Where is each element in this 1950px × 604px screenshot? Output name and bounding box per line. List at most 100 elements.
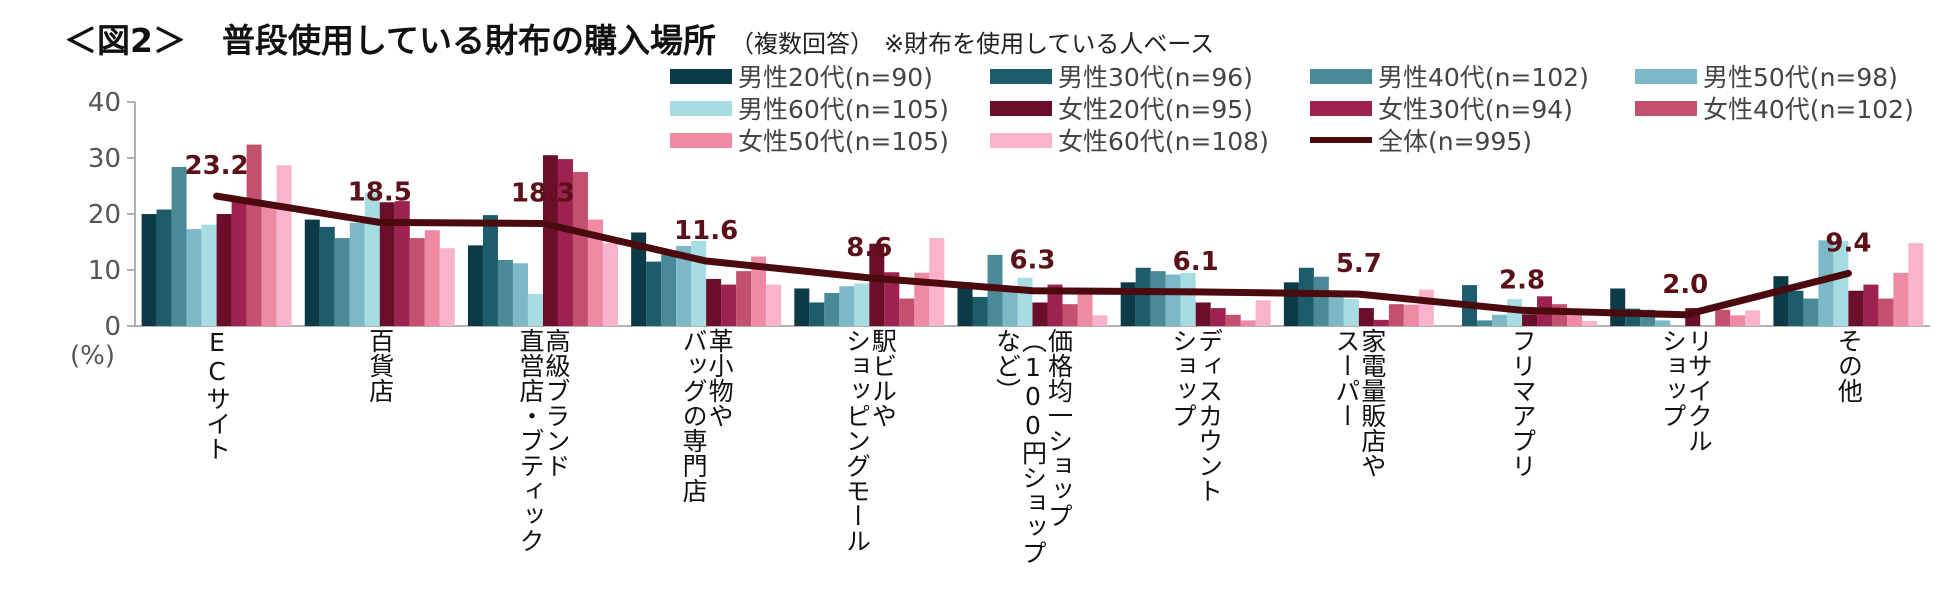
- bar: [512, 263, 528, 326]
- title-sub: （複数回答）: [729, 30, 874, 58]
- bar: [587, 219, 603, 326]
- y-tick-label: 0: [104, 312, 121, 342]
- bar: [349, 222, 365, 326]
- legend-label: 男性40代(n=102): [1378, 63, 1589, 92]
- bar: [957, 282, 973, 326]
- category-label: 駅ビルや ショッピングモール: [842, 328, 898, 553]
- bar: [1165, 274, 1181, 326]
- title-note: ※財布を使用している人ベース: [883, 30, 1215, 58]
- legend-label: 全体(n=995): [1378, 127, 1533, 156]
- bar: [1032, 302, 1048, 326]
- bar: [467, 245, 483, 326]
- category-label: その他: [1834, 328, 1864, 403]
- bar: [646, 261, 662, 326]
- bar: [1403, 304, 1419, 326]
- bar: [1062, 304, 1078, 326]
- legend-swatch: [670, 100, 732, 116]
- y-tick-label: 10: [88, 256, 121, 286]
- bar: [1255, 300, 1271, 326]
- data-label: 11.6: [674, 216, 738, 246]
- bar: [261, 203, 277, 326]
- chart-title: ＜図2＞ 普段使用している財布の購入場所 （複数回答） ※財布を使用している人ベース: [64, 14, 1214, 62]
- bar: [497, 259, 513, 326]
- data-label: 6.3: [1009, 246, 1055, 276]
- bar: [1135, 267, 1151, 326]
- bar: [201, 224, 217, 326]
- bar: [1610, 288, 1626, 326]
- bar: [1745, 310, 1761, 326]
- bar: [171, 166, 187, 326]
- legend-item: 女性60代(n=108): [990, 122, 1269, 158]
- bar: [572, 172, 588, 326]
- bar: [557, 159, 573, 326]
- bar: [1567, 315, 1583, 326]
- bar: [409, 238, 425, 326]
- bar: [1373, 319, 1389, 326]
- bar: [527, 294, 543, 326]
- category-label: 百貨店: [365, 328, 395, 403]
- data-label: 18.3: [511, 179, 575, 209]
- bar: [231, 201, 247, 326]
- bar: [1388, 304, 1404, 326]
- bar: [141, 214, 157, 326]
- bar: [706, 278, 722, 326]
- bar: [661, 254, 677, 326]
- bar: [1715, 309, 1731, 326]
- bar: [304, 219, 320, 326]
- total-line-series: [213, 192, 1852, 319]
- legend-item: 男性50代(n=98): [1635, 58, 1898, 94]
- bar: [1002, 291, 1018, 326]
- legend-label: 女性20代(n=95): [1058, 95, 1253, 124]
- bar: [676, 245, 692, 326]
- bar: [1210, 308, 1226, 326]
- legend-label: 男性30代(n=96): [1058, 63, 1253, 92]
- bar: [809, 302, 825, 326]
- legend-item: 女性30代(n=94): [1310, 90, 1573, 126]
- legend-label: 女性60代(n=108): [1058, 127, 1269, 156]
- legend-item: 男性30代(n=96): [990, 58, 1253, 94]
- bar: [1092, 315, 1108, 326]
- data-label: 6.1: [1173, 247, 1219, 277]
- data-label: 18.5: [348, 177, 412, 207]
- bar: [854, 283, 870, 326]
- bar: [424, 230, 440, 326]
- bar: [1298, 267, 1314, 326]
- category-label: 高級ブランド 直営店・ブティック: [515, 328, 571, 553]
- bar: [186, 229, 202, 326]
- legend-swatch: [670, 132, 732, 148]
- category-label: 家電量販店や スーパー: [1331, 328, 1387, 478]
- legend-swatch: [990, 132, 1052, 148]
- data-label: 5.7: [1336, 249, 1382, 279]
- legend-item: 女性40代(n=102): [1635, 90, 1914, 126]
- bar: [1863, 284, 1879, 326]
- legend-swatch: [1310, 68, 1372, 84]
- bar: [1343, 299, 1359, 326]
- bar: [1240, 320, 1256, 326]
- data-label: 8.6: [846, 233, 892, 263]
- legend-swatch: [670, 68, 732, 84]
- data-label: 23.2: [185, 151, 249, 181]
- legend-item: 女性20代(n=95): [990, 90, 1253, 126]
- total-line: [213, 192, 1852, 319]
- bar: [1893, 272, 1909, 326]
- bar: [1418, 289, 1434, 326]
- bar: [869, 243, 885, 326]
- bar: [751, 256, 767, 326]
- legend-label: 男性50代(n=98): [1703, 63, 1898, 92]
- legend-item: 男性20代(n=90): [670, 58, 933, 94]
- bar: [1908, 243, 1924, 326]
- legend-label: 女性30代(n=94): [1378, 95, 1573, 124]
- bar: [276, 165, 292, 326]
- data-label: 2.0: [1662, 270, 1708, 300]
- bar: [1358, 308, 1374, 326]
- bar: [1328, 297, 1344, 326]
- bar: [1730, 315, 1746, 326]
- legend-swatch: [990, 68, 1052, 84]
- bar: [1313, 276, 1329, 326]
- bar: [1818, 240, 1834, 326]
- bar: [972, 296, 988, 326]
- bar: [914, 272, 930, 326]
- bar: [839, 286, 855, 326]
- bar: [364, 192, 380, 326]
- y-tick-label: 40: [88, 88, 121, 118]
